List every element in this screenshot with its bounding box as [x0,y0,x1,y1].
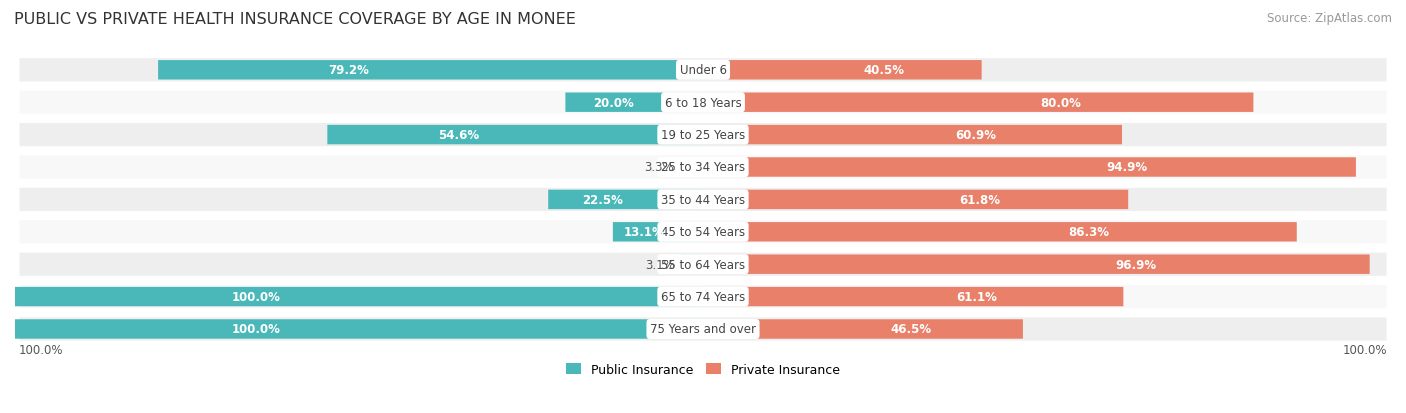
Text: 100.0%: 100.0% [1343,343,1388,356]
Text: Source: ZipAtlas.com: Source: ZipAtlas.com [1267,12,1392,25]
Text: Under 6: Under 6 [679,64,727,77]
Text: 40.5%: 40.5% [863,64,904,77]
FancyBboxPatch shape [703,61,981,80]
Text: 75 Years and over: 75 Years and over [650,323,756,336]
Text: 79.2%: 79.2% [329,64,370,77]
FancyBboxPatch shape [681,158,703,177]
Text: PUBLIC VS PRIVATE HEALTH INSURANCE COVERAGE BY AGE IN MONEE: PUBLIC VS PRIVATE HEALTH INSURANCE COVER… [14,12,576,27]
FancyBboxPatch shape [18,220,1388,245]
Text: 100.0%: 100.0% [18,343,63,356]
Text: 54.6%: 54.6% [439,129,479,142]
Text: 45 to 54 Years: 45 to 54 Years [661,226,745,239]
Text: 96.9%: 96.9% [1116,258,1157,271]
Text: 65 to 74 Years: 65 to 74 Years [661,290,745,304]
FancyBboxPatch shape [703,158,1355,177]
FancyBboxPatch shape [703,287,1123,306]
FancyBboxPatch shape [15,320,703,339]
FancyBboxPatch shape [703,223,1296,242]
Text: 22.5%: 22.5% [582,193,623,206]
Text: 80.0%: 80.0% [1040,97,1081,109]
FancyBboxPatch shape [703,320,1024,339]
FancyBboxPatch shape [613,223,703,242]
Text: 55 to 64 Years: 55 to 64 Years [661,258,745,271]
Text: 86.3%: 86.3% [1069,226,1109,239]
FancyBboxPatch shape [328,126,703,145]
Text: 100.0%: 100.0% [232,323,280,336]
FancyBboxPatch shape [682,255,703,274]
FancyBboxPatch shape [703,190,1128,210]
Legend: Public Insurance, Private Insurance: Public Insurance, Private Insurance [567,363,839,376]
Text: 20.0%: 20.0% [593,97,634,109]
Text: 60.9%: 60.9% [955,129,995,142]
FancyBboxPatch shape [703,93,1253,113]
FancyBboxPatch shape [18,252,1388,277]
Text: 61.1%: 61.1% [956,290,997,304]
Text: 3.1%: 3.1% [645,258,675,271]
Text: 3.3%: 3.3% [644,161,673,174]
Text: 6 to 18 Years: 6 to 18 Years [665,97,741,109]
Text: 94.9%: 94.9% [1107,161,1147,174]
FancyBboxPatch shape [18,58,1388,83]
Text: 13.1%: 13.1% [624,226,665,239]
FancyBboxPatch shape [18,90,1388,116]
Text: 35 to 44 Years: 35 to 44 Years [661,193,745,206]
Text: 100.0%: 100.0% [232,290,280,304]
FancyBboxPatch shape [703,126,1122,145]
FancyBboxPatch shape [18,188,1388,213]
FancyBboxPatch shape [18,155,1388,180]
FancyBboxPatch shape [157,61,703,80]
Text: 61.8%: 61.8% [959,193,1000,206]
Text: 46.5%: 46.5% [890,323,932,336]
FancyBboxPatch shape [18,284,1388,309]
FancyBboxPatch shape [18,123,1388,148]
FancyBboxPatch shape [15,287,703,306]
FancyBboxPatch shape [548,190,703,210]
Text: 25 to 34 Years: 25 to 34 Years [661,161,745,174]
FancyBboxPatch shape [703,255,1369,274]
Text: 19 to 25 Years: 19 to 25 Years [661,129,745,142]
FancyBboxPatch shape [565,93,703,113]
FancyBboxPatch shape [18,317,1388,342]
